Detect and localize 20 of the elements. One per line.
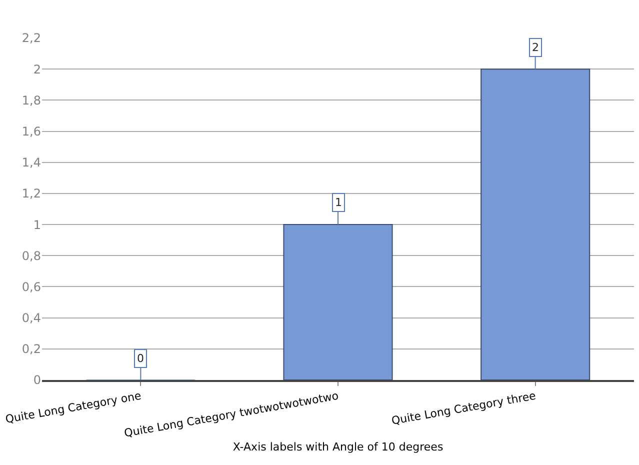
- data-label: 0: [137, 352, 144, 365]
- y-tick-label: 1,6: [22, 124, 41, 138]
- y-tick-label: 1,8: [22, 93, 41, 108]
- y-tick-label: 0,4: [22, 311, 41, 326]
- y-tick-label: 1,2: [22, 186, 41, 201]
- y-tick-label: 2: [33, 62, 41, 76]
- bar: [283, 224, 393, 380]
- x-tick-label: Quite Long Category one: [4, 389, 142, 426]
- y-tick-label: 2,2: [22, 31, 41, 46]
- y-tick-label: 0,8: [22, 248, 41, 263]
- y-tick-label: 0,2: [22, 342, 41, 356]
- y-tick-label: 1,4: [22, 156, 41, 170]
- x-tick-label: Quite Long Category three: [390, 389, 538, 428]
- y-tick-label: 0,6: [22, 280, 41, 294]
- y-tick-label: 1: [33, 218, 41, 232]
- x-axis-title: X-Axis labels with Angle of 10 degrees: [232, 440, 444, 454]
- data-label: 1: [335, 196, 342, 209]
- data-label: 2: [532, 41, 539, 54]
- y-tick-label: 0: [33, 373, 41, 388]
- bar: [480, 68, 590, 380]
